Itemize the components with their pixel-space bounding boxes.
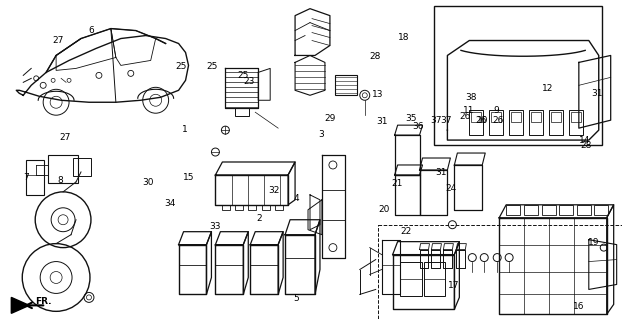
Text: 1: 1 (181, 125, 188, 134)
Text: 2: 2 (256, 214, 262, 223)
Bar (275, 205, 283, 210)
Text: 12: 12 (541, 84, 553, 93)
Text: 19: 19 (588, 238, 599, 247)
Text: 10: 10 (477, 116, 488, 125)
Text: 6: 6 (88, 27, 94, 36)
Bar (594, 205, 607, 215)
Bar (235, 205, 244, 210)
Bar (434, 6, 602, 145)
Text: 9: 9 (493, 106, 499, 115)
Text: 15: 15 (183, 173, 194, 182)
Text: 33: 33 (209, 222, 221, 231)
Text: 31: 31 (435, 168, 447, 177)
Bar (559, 205, 573, 215)
Bar (424, 261, 445, 296)
Text: 26: 26 (492, 116, 503, 125)
Bar (48, 155, 78, 183)
Bar (577, 205, 591, 215)
Text: 23: 23 (244, 77, 255, 86)
Bar (222, 205, 231, 210)
Text: 29: 29 (325, 114, 336, 123)
Bar (524, 205, 538, 215)
Text: 38: 38 (465, 93, 477, 102)
Text: 8: 8 (57, 176, 63, 185)
Text: 7: 7 (23, 173, 29, 182)
Text: 27: 27 (60, 133, 71, 142)
Bar (26, 160, 44, 195)
Bar (235, 108, 249, 116)
Text: 36: 36 (412, 122, 424, 131)
Text: 31: 31 (376, 117, 388, 126)
Polygon shape (11, 297, 29, 313)
Text: 3: 3 (318, 130, 324, 139)
Bar (491, 112, 501, 122)
Text: 25: 25 (207, 61, 218, 70)
Text: 22: 22 (400, 227, 411, 236)
Bar (542, 205, 556, 215)
Text: 5: 5 (293, 294, 299, 303)
Bar (569, 110, 583, 135)
Bar (511, 112, 521, 122)
Bar (378, 225, 622, 319)
Text: 21: 21 (391, 180, 403, 188)
Text: 37: 37 (430, 116, 441, 125)
Bar (551, 112, 561, 122)
Text: FR.: FR. (35, 297, 52, 306)
Text: 35: 35 (405, 114, 417, 123)
Bar (531, 112, 541, 122)
Text: 24: 24 (445, 184, 457, 193)
Text: 16: 16 (573, 302, 584, 311)
Text: 13: 13 (372, 90, 384, 99)
Text: 25: 25 (176, 61, 187, 70)
Bar (529, 110, 543, 135)
Text: 25: 25 (237, 71, 249, 80)
Text: 11: 11 (463, 106, 474, 115)
Bar (571, 112, 581, 122)
Text: 20: 20 (378, 205, 390, 214)
Bar (73, 158, 91, 176)
Text: 28: 28 (580, 141, 591, 150)
Text: 30: 30 (143, 178, 154, 187)
Bar (549, 110, 563, 135)
Text: 32: 32 (269, 186, 280, 195)
Text: 14: 14 (579, 136, 590, 145)
Text: 31: 31 (591, 89, 602, 98)
Bar (469, 110, 483, 135)
Bar (509, 110, 523, 135)
Bar (472, 112, 481, 122)
Text: 27: 27 (53, 36, 64, 45)
Text: 4: 4 (293, 194, 299, 203)
Bar (249, 205, 256, 210)
Text: 18: 18 (398, 33, 410, 42)
Bar (489, 110, 503, 135)
Text: 34: 34 (164, 198, 176, 207)
Text: 26: 26 (460, 113, 471, 122)
Text: 17: 17 (449, 281, 460, 290)
Text: 26: 26 (475, 116, 487, 125)
Bar (262, 205, 270, 210)
Bar (335, 76, 357, 95)
Text: 28: 28 (369, 52, 381, 61)
Bar (399, 261, 422, 296)
Text: 37: 37 (440, 116, 452, 125)
Bar (506, 205, 520, 215)
